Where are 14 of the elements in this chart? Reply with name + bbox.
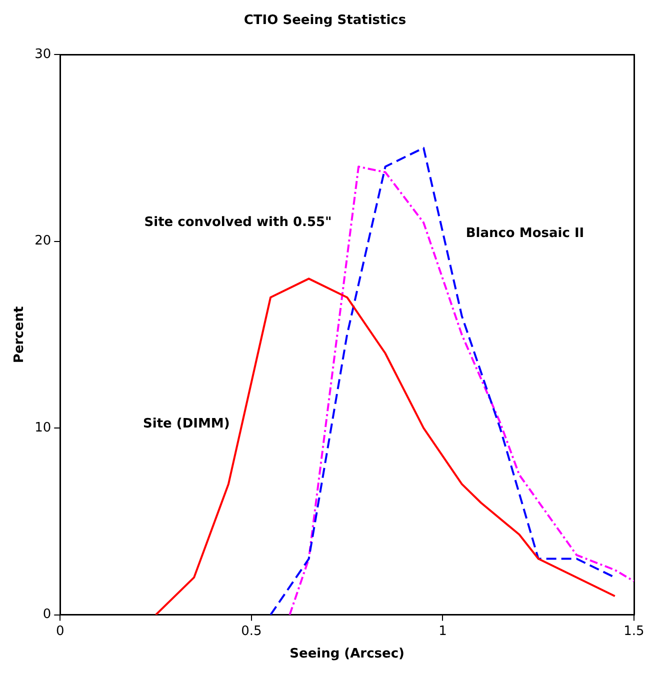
- chart-title: CTIO Seeing Statistics: [244, 13, 406, 28]
- series-label: Site (DIMM): [143, 416, 230, 432]
- x-tick-label: 1: [438, 624, 447, 639]
- series-label: Blanco Mosaic II: [466, 226, 584, 242]
- x-tick-label: 0: [56, 624, 64, 639]
- series-label: Site convolved with 0.55": [144, 215, 332, 230]
- y-tick-label: 0: [42, 607, 52, 622]
- x-axis-title: Seeing (Arcsec): [290, 646, 405, 662]
- x-tick-label: 1.5: [624, 624, 644, 639]
- y-tick-label: 30: [34, 46, 52, 62]
- x-tick-label: 0.5: [241, 624, 262, 639]
- y-axis-title: Percent: [12, 306, 28, 364]
- y-tick-label: 10: [34, 420, 52, 436]
- y-tick-label: 20: [34, 234, 52, 249]
